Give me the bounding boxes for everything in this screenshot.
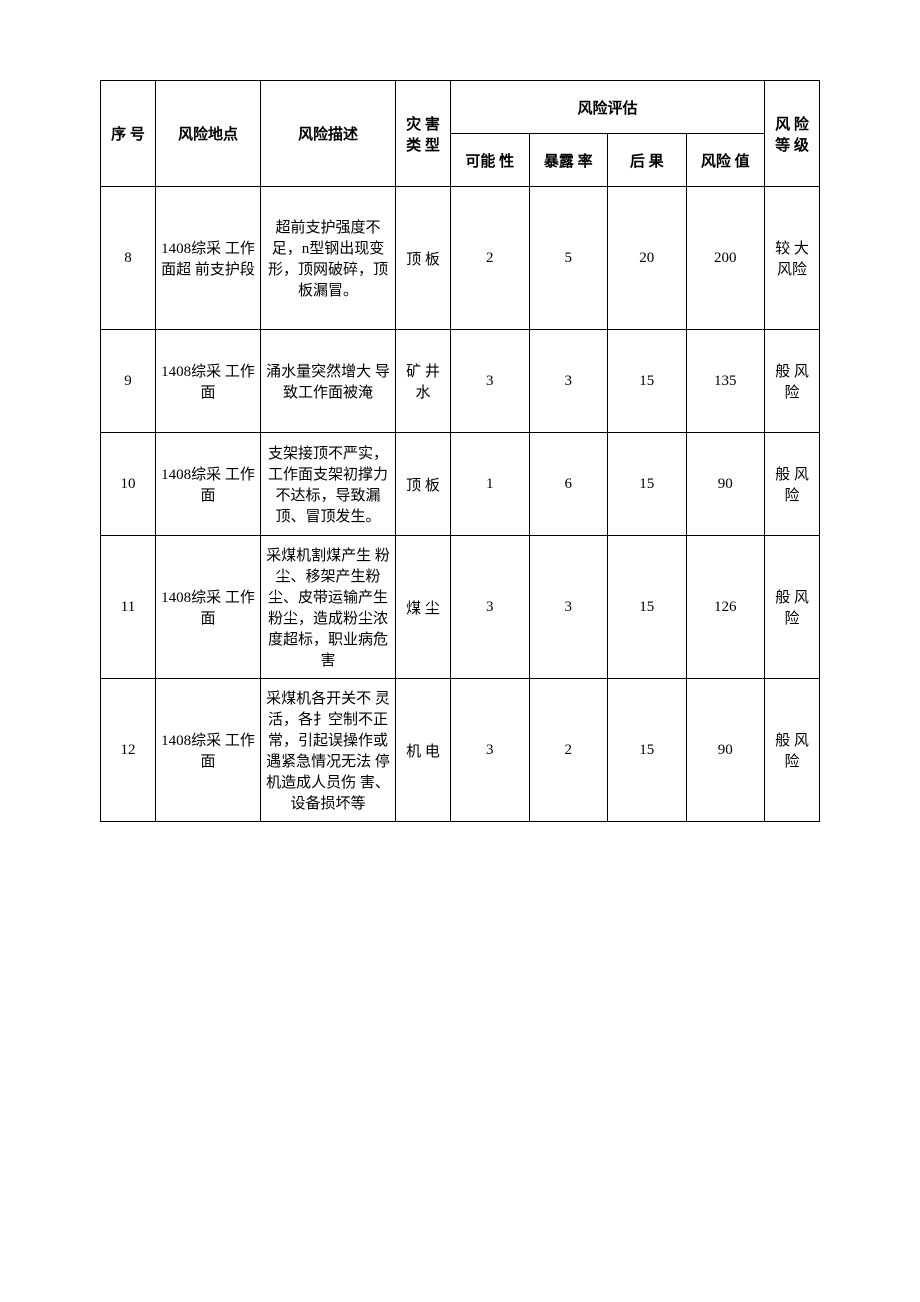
cell-consequence: 15 bbox=[608, 433, 687, 536]
cell-exposure: 5 bbox=[529, 187, 608, 330]
cell-hazard-type: 机 电 bbox=[396, 679, 451, 822]
cell-description: 采煤机各开关不 灵活，各扌空制不正 常，引起误操作或 遇紧急情况无法 停机造成人… bbox=[261, 679, 396, 822]
cell-description: 支架接顶不严实，工作面支架初撑力不达标，导致漏顶、冒顶发生。 bbox=[261, 433, 396, 536]
table-row: 9 1408综采 工作面 涌水量突然增大 导致工作面被淹 矿 井 水 3 3 1… bbox=[101, 330, 820, 433]
header-risk-grade: 风 险 等 级 bbox=[765, 81, 820, 187]
cell-risk-value: 135 bbox=[686, 330, 765, 433]
cell-possibility: 3 bbox=[451, 536, 530, 679]
cell-risk-value: 126 bbox=[686, 536, 765, 679]
cell-location: 1408综采 工作面超 前支护段 bbox=[156, 187, 261, 330]
cell-exposure: 3 bbox=[529, 330, 608, 433]
cell-possibility: 1 bbox=[451, 433, 530, 536]
cell-seq: 8 bbox=[101, 187, 156, 330]
header-assessment-group: 风险评估 bbox=[451, 81, 765, 134]
cell-possibility: 3 bbox=[451, 330, 530, 433]
risk-assessment-table: 序 号 风险地点 风险描述 灾 害 类 型 风险评估 风 险 等 级 可能 性 … bbox=[100, 80, 820, 822]
header-risk-value: 风险 值 bbox=[686, 134, 765, 187]
cell-risk-value: 200 bbox=[686, 187, 765, 330]
cell-risk-value: 90 bbox=[686, 679, 765, 822]
header-possibility: 可能 性 bbox=[451, 134, 530, 187]
cell-risk-value: 90 bbox=[686, 433, 765, 536]
cell-seq: 11 bbox=[101, 536, 156, 679]
header-consequence: 后 果 bbox=[608, 134, 687, 187]
cell-risk-grade: 般 风 险 bbox=[765, 536, 820, 679]
cell-hazard-type: 矿 井 水 bbox=[396, 330, 451, 433]
cell-consequence: 15 bbox=[608, 330, 687, 433]
table-row: 8 1408综采 工作面超 前支护段 超前支护强度不 足，n型钢出现变 形，顶网… bbox=[101, 187, 820, 330]
header-location: 风险地点 bbox=[156, 81, 261, 187]
cell-seq: 9 bbox=[101, 330, 156, 433]
cell-exposure: 6 bbox=[529, 433, 608, 536]
cell-seq: 10 bbox=[101, 433, 156, 536]
cell-location: 1408综采 工作面 bbox=[156, 330, 261, 433]
header-description: 风险描述 bbox=[261, 81, 396, 187]
cell-possibility: 2 bbox=[451, 187, 530, 330]
cell-risk-grade: 般 风 险 bbox=[765, 330, 820, 433]
cell-exposure: 2 bbox=[529, 679, 608, 822]
table-row: 11 1408综采 工作面 采煤机割煤产生 粉尘、移架产生粉 尘、皮带运输产生 … bbox=[101, 536, 820, 679]
cell-possibility: 3 bbox=[451, 679, 530, 822]
cell-hazard-type: 顶 板 bbox=[396, 433, 451, 536]
cell-risk-grade: 般 风 险 bbox=[765, 433, 820, 536]
cell-consequence: 15 bbox=[608, 536, 687, 679]
cell-location: 1408综采 工作面 bbox=[156, 536, 261, 679]
cell-consequence: 15 bbox=[608, 679, 687, 822]
header-exposure: 暴露 率 bbox=[529, 134, 608, 187]
table-body: 8 1408综采 工作面超 前支护段 超前支护强度不 足，n型钢出现变 形，顶网… bbox=[101, 187, 820, 822]
cell-consequence: 20 bbox=[608, 187, 687, 330]
cell-exposure: 3 bbox=[529, 536, 608, 679]
cell-risk-grade: 般 风 险 bbox=[765, 679, 820, 822]
header-hazard-type: 灾 害 类 型 bbox=[396, 81, 451, 187]
cell-hazard-type: 顶 板 bbox=[396, 187, 451, 330]
cell-seq: 12 bbox=[101, 679, 156, 822]
cell-risk-grade: 较 大 风险 bbox=[765, 187, 820, 330]
cell-location: 1408综采 工作面 bbox=[156, 679, 261, 822]
table-row: 12 1408综采 工作面 采煤机各开关不 灵活，各扌空制不正 常，引起误操作或… bbox=[101, 679, 820, 822]
header-seq: 序 号 bbox=[101, 81, 156, 187]
table-row: 10 1408综采 工作面 支架接顶不严实，工作面支架初撑力不达标，导致漏顶、冒… bbox=[101, 433, 820, 536]
cell-description: 采煤机割煤产生 粉尘、移架产生粉 尘、皮带运输产生 粉尘，造成粉尘浓 度超标，职… bbox=[261, 536, 396, 679]
cell-description: 涌水量突然增大 导致工作面被淹 bbox=[261, 330, 396, 433]
cell-location: 1408综采 工作面 bbox=[156, 433, 261, 536]
cell-description: 超前支护强度不 足，n型钢出现变 形，顶网破碎，顶 板漏冒。 bbox=[261, 187, 396, 330]
cell-hazard-type: 煤 尘 bbox=[396, 536, 451, 679]
